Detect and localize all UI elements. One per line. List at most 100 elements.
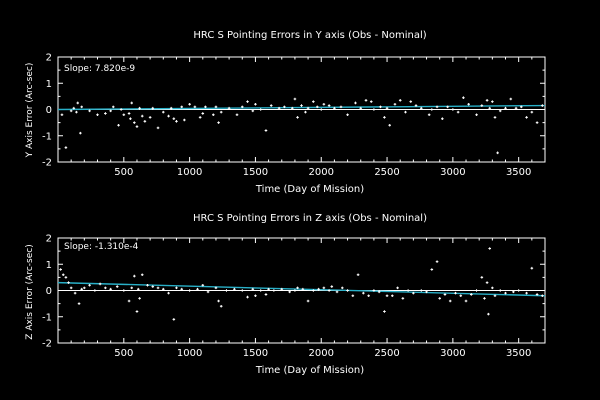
data-point xyxy=(233,287,236,291)
data-point xyxy=(475,289,478,292)
fit-layer xyxy=(57,281,546,297)
data-point xyxy=(246,100,249,103)
fit-line xyxy=(57,281,546,297)
chart-title: HRC S Pointing Errors in Y axis (Obs - N… xyxy=(193,30,426,41)
data-point xyxy=(441,117,444,120)
y-tick-label: -1 xyxy=(42,312,52,323)
data-point xyxy=(227,106,231,110)
data-point xyxy=(498,289,502,292)
data-point xyxy=(214,105,218,109)
data-point xyxy=(451,108,455,111)
data-point xyxy=(76,101,80,105)
data-point xyxy=(272,289,276,292)
data-point xyxy=(77,302,81,305)
data-point xyxy=(151,285,155,288)
data-point xyxy=(175,286,178,290)
data-point xyxy=(312,289,315,292)
data-point xyxy=(351,294,355,298)
y-tick-label: 1 xyxy=(46,79,52,90)
y-ticks: -2 -1 0 1 2 xyxy=(42,234,545,350)
x-tick-label: 2000 xyxy=(309,348,334,359)
data-point xyxy=(475,113,478,117)
data-point xyxy=(385,106,389,110)
data-point xyxy=(122,113,126,117)
data-point xyxy=(217,121,220,124)
points-layer xyxy=(60,96,544,155)
data-point xyxy=(69,109,73,113)
data-point xyxy=(161,110,165,114)
y-tick-label: 2 xyxy=(46,53,52,64)
data-point xyxy=(327,289,331,292)
data-point xyxy=(135,310,139,313)
data-point xyxy=(219,304,223,308)
data-point xyxy=(259,289,262,292)
data-point xyxy=(180,287,184,291)
data-point xyxy=(269,104,273,107)
x-tick-label: 3500 xyxy=(506,167,531,178)
data-point xyxy=(487,312,490,316)
data-point xyxy=(80,287,83,291)
data-point xyxy=(172,318,176,321)
data-point xyxy=(372,108,376,111)
data-point xyxy=(346,289,349,292)
data-point xyxy=(393,102,397,106)
data-point xyxy=(130,286,134,290)
data-point xyxy=(183,118,186,122)
data-point xyxy=(435,260,439,263)
data-point xyxy=(383,116,386,119)
data-point xyxy=(146,283,149,287)
data-point xyxy=(535,293,539,296)
data-point xyxy=(133,121,136,124)
data-point xyxy=(425,290,428,294)
x-ticks: 500 1000 1500 2000 2500 3000 3500 xyxy=(70,238,533,359)
data-point xyxy=(438,297,442,300)
y-tick-label: 2 xyxy=(46,234,52,245)
data-point xyxy=(264,129,268,132)
x-axis-label: Time (Day of Mission) xyxy=(255,184,364,195)
data-point xyxy=(156,286,160,290)
data-point xyxy=(414,104,418,107)
x-tick-label: 3500 xyxy=(506,348,531,359)
data-point xyxy=(306,299,310,303)
data-point xyxy=(156,126,160,130)
data-point xyxy=(93,289,97,292)
data-point xyxy=(214,286,218,290)
data-point xyxy=(514,106,518,110)
data-point xyxy=(488,106,492,110)
data-point xyxy=(535,121,539,124)
data-point xyxy=(138,106,141,110)
data-point xyxy=(288,290,291,294)
data-point xyxy=(136,287,140,291)
y-tick-label: -2 xyxy=(42,339,52,350)
data-point xyxy=(525,116,528,119)
data-point xyxy=(122,289,126,292)
data-point xyxy=(388,123,391,127)
data-point xyxy=(219,110,223,114)
data-point xyxy=(446,105,449,109)
data-point xyxy=(335,290,339,294)
data-point xyxy=(254,102,257,106)
data-point xyxy=(435,105,439,109)
data-point xyxy=(251,287,255,291)
data-point xyxy=(520,105,523,109)
data-point xyxy=(69,286,73,290)
x-tick-label: 500 xyxy=(114,167,133,178)
data-point xyxy=(362,291,365,295)
data-point xyxy=(172,117,176,120)
data-point xyxy=(151,106,155,110)
data-point xyxy=(530,110,534,114)
data-point xyxy=(385,294,389,298)
data-point xyxy=(283,105,286,109)
data-point xyxy=(259,108,262,111)
data-point xyxy=(267,287,270,291)
data-point xyxy=(129,117,132,120)
data-point xyxy=(339,105,343,109)
x-axis-label: Time (Day of Mission) xyxy=(255,365,364,376)
data-point xyxy=(396,286,399,290)
data-point xyxy=(196,287,199,291)
data-point xyxy=(140,273,144,277)
data-point xyxy=(180,105,184,109)
data-point xyxy=(456,110,460,114)
data-point xyxy=(119,108,123,111)
